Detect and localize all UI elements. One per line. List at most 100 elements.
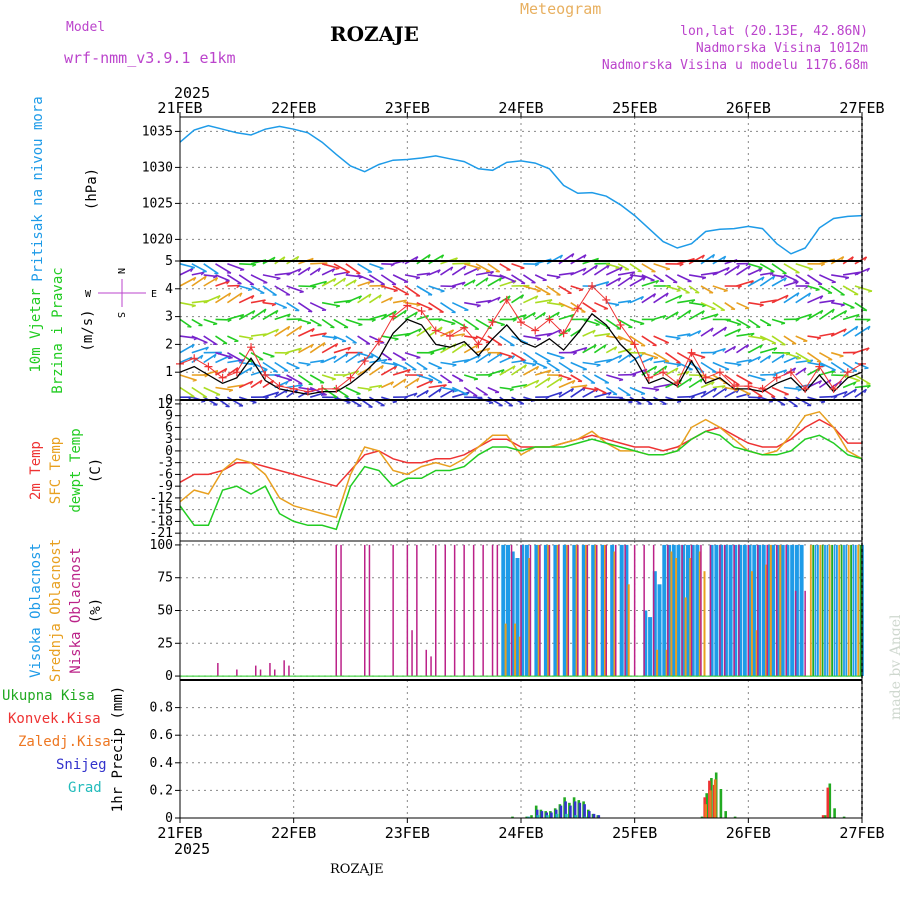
wind-gust-marker xyxy=(701,373,710,382)
wind-arrow xyxy=(227,352,243,362)
wind-arrow xyxy=(759,347,778,354)
wind-arrow-head xyxy=(461,333,466,337)
wind-arrow xyxy=(380,296,393,304)
wind-arrow-head xyxy=(299,325,303,330)
cloud-block-bar xyxy=(852,544,855,676)
wind-arrow xyxy=(262,379,275,389)
low_cloud-bar xyxy=(539,544,541,676)
mid_cloud-bar xyxy=(755,630,758,677)
wind-arrow xyxy=(700,301,716,310)
wind-arrow xyxy=(771,396,786,406)
wind-arrow-head xyxy=(299,291,304,294)
wind-arrow-head xyxy=(476,267,481,270)
wind-arrow-head xyxy=(702,390,707,395)
wind-arrow xyxy=(286,268,302,276)
wind-arrow xyxy=(475,270,494,276)
wind-arrow xyxy=(404,328,422,337)
wind-gust-marker xyxy=(616,320,625,329)
low_cloud-bar xyxy=(453,544,456,676)
wind-arrow xyxy=(451,265,467,276)
wind-arrow xyxy=(629,318,645,325)
wind-arrow-head xyxy=(287,379,293,382)
wind-arrow xyxy=(487,352,503,364)
mid_cloud-bar xyxy=(769,544,772,676)
wind-arrow xyxy=(511,294,524,304)
mid_cloud-bar xyxy=(585,544,588,676)
low_cloud-bar xyxy=(491,544,494,676)
wind-arrow xyxy=(499,396,514,407)
cloud-block-bar xyxy=(862,544,864,676)
wind-arrow xyxy=(262,361,278,373)
wind-arrow xyxy=(487,335,503,346)
wind-arrow xyxy=(250,285,265,294)
wind-gust-marker xyxy=(275,382,284,391)
wind-arrow-head xyxy=(298,347,302,352)
wind-arrow-head xyxy=(630,275,634,280)
wind-arrow xyxy=(653,292,669,304)
wind-arrow-head xyxy=(414,311,418,316)
wind-arrow-head xyxy=(711,381,715,386)
mid_cloud-bar xyxy=(514,623,517,677)
wind-arrow xyxy=(440,318,456,325)
wind-arrow xyxy=(617,271,635,276)
wind-gust-marker xyxy=(303,387,312,396)
wind-gust-marker xyxy=(545,315,554,324)
wind-arrow xyxy=(215,263,232,274)
wind-arrow xyxy=(416,361,428,370)
wind-arrow xyxy=(712,347,726,354)
y-axis-label: SFC Temp xyxy=(48,437,64,504)
wind-arrow xyxy=(179,374,197,382)
mid_cloud-bar xyxy=(684,597,687,677)
wind-arrow-head xyxy=(583,254,587,259)
total_precip-bar xyxy=(833,808,836,818)
wind-arrow-head xyxy=(383,313,388,318)
wind-arrow-head xyxy=(714,313,719,318)
pressure-series-line xyxy=(179,124,863,255)
wind-arrow-head xyxy=(355,370,360,375)
wind-arrow xyxy=(333,346,351,354)
wind-arrow xyxy=(309,386,327,396)
wind-arrow xyxy=(404,285,421,297)
wind-arrow-head xyxy=(416,378,420,383)
wind-arrow xyxy=(724,374,740,386)
cloud-block-bar xyxy=(824,544,826,676)
wind-arrow-head xyxy=(461,281,466,286)
wind-arrow-head xyxy=(275,310,279,315)
high_cloud-bar xyxy=(719,544,724,676)
low_cloud-bar xyxy=(335,544,337,676)
wind-arrow xyxy=(807,352,822,363)
wind-arrow xyxy=(298,318,312,324)
wind-arrow-head xyxy=(866,319,871,323)
wind-arrow-head xyxy=(438,388,442,393)
wind-arrow xyxy=(274,374,293,381)
wind-arrow xyxy=(783,263,800,274)
wind-arrow-head xyxy=(252,401,257,404)
wind-arrow-head xyxy=(866,385,871,389)
wind-arrow xyxy=(238,380,254,389)
wind-arrow-head xyxy=(653,365,658,371)
wind-arrow xyxy=(546,254,563,265)
wind-arrow-head xyxy=(450,329,455,334)
total_precip-bar xyxy=(724,811,727,818)
wind-arrow-head xyxy=(497,296,501,301)
wind-arrow-head xyxy=(808,268,813,271)
wind-arrow xyxy=(203,353,217,364)
wind-arrow-head xyxy=(840,304,845,307)
wind-arrow xyxy=(238,366,253,376)
wind-arrow-head xyxy=(394,338,399,341)
frz_precip-bar xyxy=(704,804,707,818)
wind-arrow-head xyxy=(665,268,670,271)
wind-arrow xyxy=(511,274,526,285)
wind-arrow xyxy=(404,361,417,371)
wind-arrow-head xyxy=(407,369,411,374)
wind-arrow-head xyxy=(425,390,429,395)
wind-arrow-head xyxy=(676,289,681,292)
high_cloud-bar xyxy=(506,544,510,676)
wind-arrow-head xyxy=(437,269,441,274)
wind-arrow-head xyxy=(628,401,633,404)
low_cloud-bar xyxy=(217,663,219,677)
wind-arrow-head xyxy=(393,364,399,367)
wind-arrow-head xyxy=(252,310,256,315)
y-tick-label: 1035 xyxy=(142,124,173,139)
wind-gust-marker xyxy=(744,382,753,391)
